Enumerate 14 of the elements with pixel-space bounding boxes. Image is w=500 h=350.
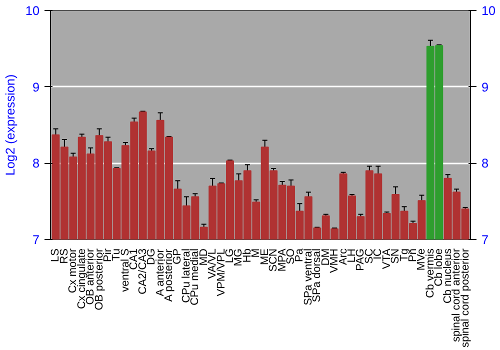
y-tick-label: 7 bbox=[32, 233, 40, 247]
y2-tick-label: 10 bbox=[482, 4, 496, 18]
y2-tick-label: 7 bbox=[482, 233, 489, 247]
y2-tick-label: 9 bbox=[482, 80, 489, 94]
y-tick-label: 9 bbox=[32, 80, 40, 94]
y-axis-title: Log2 (expression) bbox=[3, 74, 18, 176]
x-tick-label: A posterior bbox=[163, 248, 176, 302]
x-tick-label: OB posterior bbox=[93, 248, 106, 310]
y2-tick-label: 8 bbox=[482, 156, 489, 171]
x-tick-label: RS bbox=[58, 248, 70, 264]
y-tick-label: 8 bbox=[32, 156, 40, 171]
y-tick-label: 10 bbox=[25, 4, 40, 18]
x-tick-label: spinal cord posterior bbox=[459, 248, 472, 348]
x-tick-label: Tg bbox=[398, 248, 410, 262]
